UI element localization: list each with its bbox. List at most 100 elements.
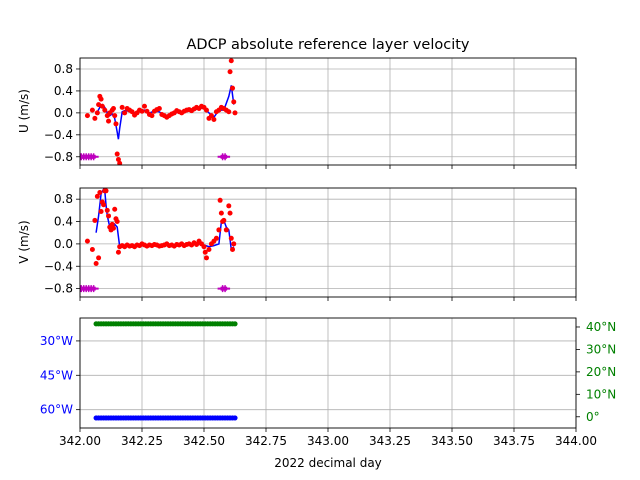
velocity-point <box>216 227 222 233</box>
velocity-point <box>203 107 209 113</box>
y-tick-label: −0.8 <box>44 282 73 296</box>
velocity-point <box>139 108 145 114</box>
axes-frame <box>79 57 577 166</box>
panel-data <box>93 321 238 421</box>
axes-frame <box>79 317 577 429</box>
x-tick-label: 343.50 <box>431 434 473 448</box>
velocity-point <box>102 107 108 113</box>
velocity-point <box>96 102 102 108</box>
velocity-point <box>230 85 236 91</box>
y-tick-label: −0.8 <box>44 150 73 164</box>
x-tick-label: 344.00 <box>555 434 597 448</box>
velocity-point <box>98 96 104 102</box>
velocity-point <box>84 113 90 119</box>
y-tick-label: 0.8 <box>54 62 73 76</box>
velocity-point <box>113 121 119 127</box>
velocity-point <box>106 213 112 219</box>
velocity-point <box>211 116 217 122</box>
y-tick-label: 0.0 <box>54 106 73 120</box>
latitude-tick-label: 0° <box>586 410 600 424</box>
latitude-tick-label: 40°N <box>586 320 616 334</box>
x-tick-label: 343.25 <box>369 434 411 448</box>
y-tick-label: 0.8 <box>54 192 73 206</box>
chart-title: ADCP absolute reference layer velocity <box>186 37 469 53</box>
velocity-point <box>213 235 219 241</box>
velocity-point <box>230 246 236 252</box>
x-tick-label: 343.75 <box>493 434 535 448</box>
velocity-point <box>223 227 229 233</box>
velocity-point <box>94 193 100 199</box>
velocity-point <box>218 210 224 216</box>
y-tick-label: −0.4 <box>44 259 73 273</box>
velocity-point <box>226 109 232 115</box>
velocity-point <box>231 241 237 247</box>
u-velocity-panel: −0.8 −0.4 0.0 0.4 0.8 <box>44 57 577 169</box>
velocity-point <box>110 225 116 231</box>
velocity-point <box>141 103 147 109</box>
latitude-tick-label: 30°N <box>586 342 616 356</box>
latitude-tick-label: 10°N <box>586 387 616 401</box>
velocity-point <box>149 113 155 119</box>
y-tick-label: 0.4 <box>54 84 73 98</box>
error-marker <box>91 154 96 159</box>
longitude-tick-label: 60°W <box>40 403 73 417</box>
velocity-point <box>228 58 234 64</box>
y-tick-label: −0.4 <box>44 128 73 142</box>
velocity-point <box>96 255 102 261</box>
velocity-point <box>208 113 214 119</box>
error-marker <box>223 286 228 291</box>
velocity-point <box>227 69 233 75</box>
velocity-point <box>122 110 128 116</box>
velocity-point <box>112 113 118 119</box>
velocity-point <box>89 107 95 113</box>
error-marker <box>91 286 96 291</box>
velocity-point <box>217 197 223 203</box>
axes-frame <box>79 187 577 298</box>
velocity-point <box>109 221 115 227</box>
velocity-point <box>98 208 104 214</box>
v-velocity-panel: −0.8 −0.4 0.0 0.4 0.8 <box>44 187 577 301</box>
x-tick-label: 342.75 <box>245 434 287 448</box>
velocity-point <box>110 105 116 111</box>
position-panel: 342.00 342.25 342.50 342.75 343.00 343.25 343.… <box>40 317 616 448</box>
panel-data <box>80 188 237 293</box>
x-axis-label: 2022 decimal day <box>274 456 382 470</box>
velocity-point <box>201 244 207 250</box>
velocity-point <box>103 188 109 194</box>
longitude-tick-label: 30°W <box>40 334 73 348</box>
velocity-point <box>202 249 208 255</box>
velocity-point <box>206 246 212 252</box>
velocity-point <box>112 206 118 212</box>
longitude-point <box>232 415 238 421</box>
velocity-point <box>115 157 121 163</box>
latitude-tick-label: 20°N <box>586 365 616 379</box>
velocity-point <box>89 246 95 252</box>
x-tick-label: 343.00 <box>307 434 349 448</box>
velocity-point <box>114 151 120 157</box>
velocity-point <box>232 110 238 116</box>
velocity-point <box>84 238 90 244</box>
velocity-point <box>226 203 232 209</box>
velocity-point <box>101 202 107 208</box>
velocity-point <box>115 249 121 255</box>
v-axis-label: V (m/s) <box>17 220 31 263</box>
x-tick-label: 342.50 <box>183 434 225 448</box>
velocity-point <box>92 115 98 121</box>
velocity-point <box>94 110 100 116</box>
longitude-tick-label: 45°W <box>40 368 73 382</box>
velocity-point <box>93 260 99 266</box>
velocity-point <box>97 189 103 195</box>
velocity-point <box>227 210 233 216</box>
velocity-point <box>92 217 98 223</box>
velocity-series-line <box>96 85 235 140</box>
u-axis-label: U (m/s) <box>17 89 31 133</box>
error-marker <box>223 154 228 159</box>
velocity-point <box>99 103 105 109</box>
velocity-point <box>117 160 123 165</box>
latitude-point <box>232 321 238 327</box>
velocity-point <box>231 99 237 105</box>
velocity-point <box>114 219 120 225</box>
x-tick-label: 342.25 <box>121 434 163 448</box>
panel-data <box>80 58 238 165</box>
